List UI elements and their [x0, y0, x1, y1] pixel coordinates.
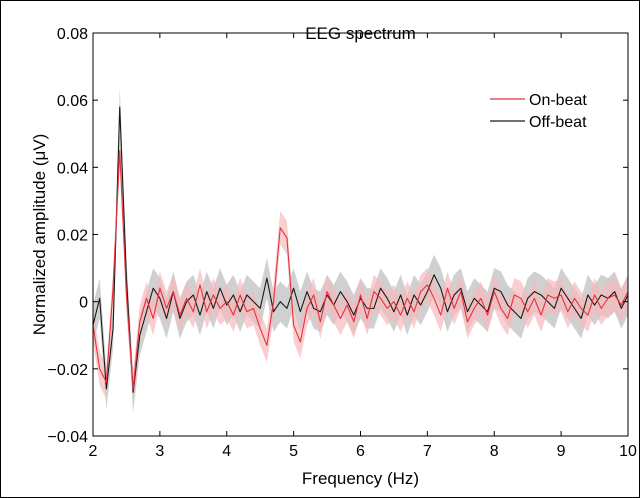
x-tick-label: 3: [155, 443, 164, 460]
series-line-on-beat: [92, 149, 629, 390]
y-tick-label: 0.04: [57, 160, 88, 177]
legend-label-off-beat: Off-beat: [529, 114, 587, 131]
axis-ticks: 2 3 4 5 6 7 8 9 10 −0.04 −0.02 0 0.02 0.04 0.06 0.08: [48, 26, 637, 460]
x-axis-title: Frequency (Hz): [302, 469, 419, 488]
series-lines: [92, 106, 629, 393]
confidence-bands: [93, 86, 628, 413]
chart-legend: On-beat Off-beat: [490, 92, 587, 131]
x-tick-label: 7: [423, 443, 432, 460]
x-tick-label: 5: [289, 443, 298, 460]
band-off-beat: [93, 86, 628, 413]
x-tick-label: 6: [356, 443, 365, 460]
y-tick-label: −0.02: [48, 362, 89, 379]
x-tick-label: 9: [557, 443, 566, 460]
y-tick-label: 0.02: [57, 228, 88, 245]
x-tick-label: 4: [222, 443, 231, 460]
chart-title: EEG spectrum: [305, 24, 416, 43]
x-tick-label: 8: [490, 443, 499, 460]
series-line-off-beat: [92, 106, 629, 393]
y-tick-label: 0.08: [57, 26, 88, 43]
x-tick-label: 10: [619, 443, 637, 460]
y-axis-title: Normalized amplitude (μV): [30, 134, 49, 336]
x-tick-label: 2: [89, 443, 98, 460]
y-tick-label: −0.04: [48, 429, 89, 446]
band-on-beat: [93, 133, 628, 406]
y-tick-label: 0: [79, 295, 88, 312]
y-tick-label: 0.06: [57, 93, 88, 110]
legend-label-on-beat: On-beat: [529, 92, 587, 109]
